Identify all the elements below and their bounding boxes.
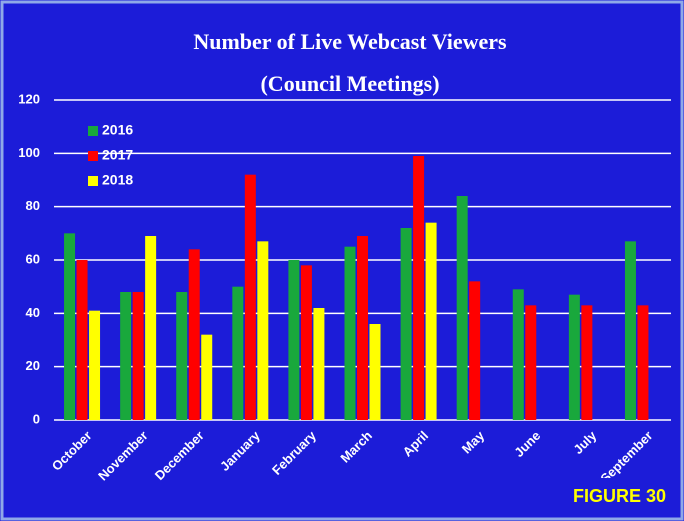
chart-subtitle: (Council Meetings) <box>260 71 439 96</box>
bar <box>244 174 256 420</box>
bar <box>257 241 269 420</box>
bar <box>313 308 325 420</box>
bar <box>64 233 76 420</box>
bar <box>413 156 425 420</box>
y-tick-label: 20 <box>26 358 40 373</box>
y-tick-label: 60 <box>26 251 40 266</box>
bar <box>469 281 481 420</box>
bar <box>344 246 356 420</box>
bar <box>288 260 300 420</box>
bar <box>637 305 649 420</box>
y-tick-label: 120 <box>18 91 40 106</box>
bar <box>176 292 188 420</box>
legend-label: 2017 <box>102 147 133 163</box>
bar <box>512 289 524 420</box>
bar <box>201 334 213 420</box>
y-tick-label: 100 <box>18 145 40 160</box>
legend-swatch <box>88 176 98 186</box>
bar <box>132 292 144 420</box>
annotation-box <box>540 478 678 516</box>
legend-swatch <box>88 151 98 161</box>
bar <box>456 196 468 420</box>
bar <box>232 286 244 420</box>
y-tick-label: 40 <box>26 305 40 320</box>
bar <box>581 305 593 420</box>
bar <box>369 324 381 420</box>
bar <box>89 310 101 420</box>
legend-label: 2016 <box>102 122 133 138</box>
bar <box>357 236 368 420</box>
bar <box>145 236 157 420</box>
chart-title: Number of Live Webcast Viewers <box>193 29 507 54</box>
y-tick-label: 0 <box>33 411 40 426</box>
bar <box>568 294 580 420</box>
bar <box>400 228 412 420</box>
bar <box>188 249 200 420</box>
legend-label: 2018 <box>102 172 133 188</box>
y-tick-label: 80 <box>26 198 40 213</box>
legend-swatch <box>88 126 98 136</box>
bar <box>425 222 437 420</box>
annotation: FIGURE 30 <box>573 486 666 506</box>
bar <box>76 260 88 420</box>
bar <box>120 292 132 420</box>
bar <box>525 305 537 420</box>
bar <box>300 265 312 420</box>
bar <box>624 241 636 420</box>
